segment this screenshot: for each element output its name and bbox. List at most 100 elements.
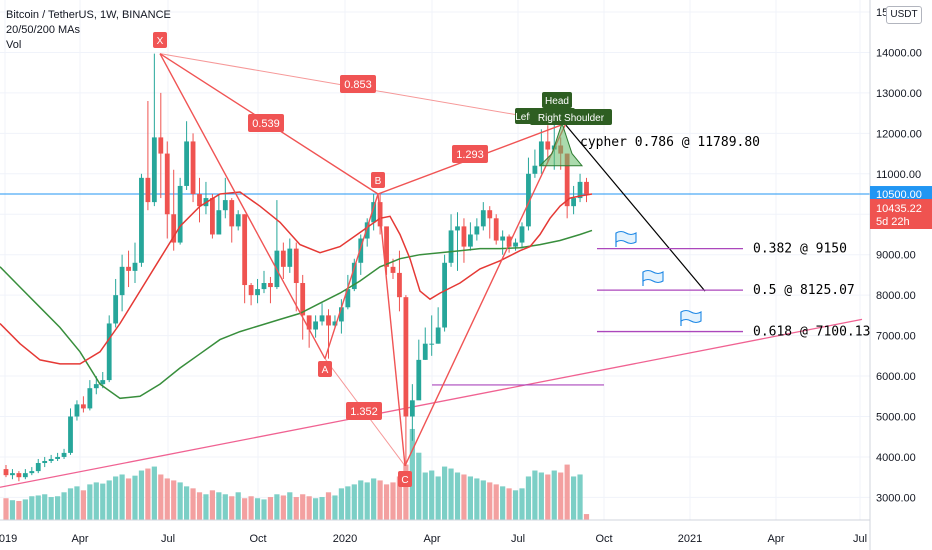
volume-bar [383, 484, 390, 520]
candle-body [48, 458, 54, 461]
price-tick-label: 4000.00 [876, 452, 916, 464]
time-tick-label: Oct [595, 533, 612, 545]
candle-body [403, 297, 409, 417]
candle-body [55, 456, 60, 459]
ma-value-badge [870, 199, 932, 229]
price-tick-label: 11000.00 [876, 169, 921, 181]
fib-level-label: 0.382 @ 9150 [753, 242, 847, 257]
volume-bar [512, 490, 519, 520]
candle-body [16, 473, 22, 478]
candle-body [416, 359, 422, 401]
candle-body [29, 471, 35, 474]
volume-bar [242, 498, 248, 520]
volume-bar [48, 497, 54, 520]
point-box [153, 32, 167, 48]
candle-body [397, 272, 402, 298]
volume-bar [545, 474, 551, 520]
volume-bar [306, 496, 312, 520]
volume-bar [184, 486, 190, 520]
volume-bar [506, 488, 512, 520]
ratio-box [248, 114, 284, 132]
volume-bar [190, 488, 196, 520]
candle-body [3, 469, 9, 476]
volume-bar [474, 478, 480, 520]
price-tick-label: 7000.00 [876, 331, 916, 343]
currency-button[interactable]: USDT [886, 6, 922, 24]
candle-body [577, 181, 583, 199]
candle-body [106, 323, 112, 381]
volume-bar [158, 474, 164, 520]
volume-bar [390, 482, 396, 520]
volume-bar [519, 488, 525, 520]
ratio-label: 0.539 [252, 118, 280, 130]
chart-legend: Bitcoin / TetherUS, 1W, BINANCE 20/50/20… [6, 8, 171, 53]
volume-bar [442, 466, 448, 520]
ratio-label: 1.352 [350, 406, 378, 418]
candle-body [119, 266, 125, 296]
point-label: B [375, 176, 382, 187]
candle-body [177, 185, 183, 243]
volume-bar [132, 475, 138, 520]
time-tick-label: Jul [511, 533, 525, 545]
candle-body [255, 289, 260, 296]
volume-bar [319, 497, 325, 520]
candle-body [442, 262, 447, 328]
candle-body [351, 262, 357, 290]
candle-body [158, 137, 164, 154]
volume-bar [267, 497, 274, 520]
candle-body [390, 266, 396, 273]
candle-body [358, 238, 364, 263]
fib-level-label: 0.618 @ 7100.13 [753, 325, 870, 340]
candle-body [268, 283, 273, 288]
candle-body [306, 315, 312, 330]
candle-body [584, 181, 589, 195]
volume-bar [435, 476, 441, 520]
volume-bar [35, 495, 41, 520]
point-label: A [322, 365, 329, 376]
candle-body [339, 307, 344, 322]
candle-body [68, 416, 73, 453]
candle-body [487, 210, 493, 219]
candle-body [409, 400, 415, 417]
volume-bar [171, 480, 177, 520]
candle-body [526, 173, 531, 227]
volume-bar [100, 483, 106, 520]
volume-bar [429, 470, 435, 520]
pattern-label: Head [545, 96, 569, 107]
trendlines [0, 124, 870, 488]
point-box [371, 172, 385, 188]
ratio-box [452, 145, 488, 163]
candle-body [10, 473, 15, 476]
head-shoulders-area [538, 121, 584, 167]
candle-body [468, 234, 473, 247]
volume-bar [235, 492, 241, 520]
volume-bar [287, 492, 293, 520]
volume-bar [377, 480, 383, 520]
candle-body [429, 343, 435, 345]
leg-xa [159, 53, 326, 359]
ratio-label: 0.853 [344, 79, 372, 91]
volume-bar [196, 492, 203, 520]
volume-bar [42, 494, 48, 520]
candle-body [571, 198, 576, 207]
volume-bar [74, 486, 80, 520]
candle-body [538, 141, 544, 166]
price-tick-label: 9000.00 [876, 250, 916, 262]
volume-bar [216, 492, 222, 520]
candle-body [216, 210, 222, 235]
candle-body [22, 473, 28, 478]
ratio-label: 1.293 [456, 149, 484, 161]
last-price-label: 10500.00 [876, 189, 922, 201]
flag-icon [680, 309, 702, 324]
volume-bar [313, 498, 319, 520]
volume-bar [538, 472, 544, 520]
price-tick-label: 5000.00 [876, 412, 916, 424]
leg-cd [404, 122, 567, 467]
flag-icon [642, 269, 664, 284]
volume-bar [261, 499, 267, 520]
volume-bar [145, 468, 151, 520]
volume-bar [125, 478, 132, 520]
volume-bar [222, 494, 228, 520]
volume-bar [396, 476, 403, 520]
